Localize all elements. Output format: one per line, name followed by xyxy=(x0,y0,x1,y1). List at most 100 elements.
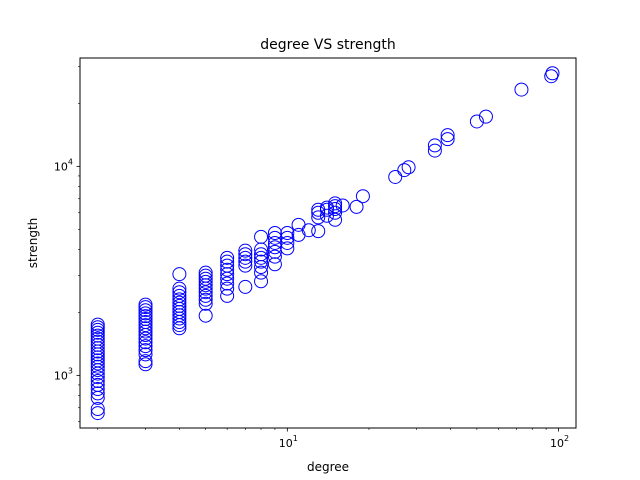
data-point xyxy=(138,354,153,369)
data-point xyxy=(138,303,153,318)
data-point xyxy=(254,229,269,244)
data-point xyxy=(172,281,187,296)
data-point xyxy=(238,254,253,269)
data-point xyxy=(172,285,187,300)
data-point xyxy=(90,325,105,340)
data-point xyxy=(267,230,282,245)
data-point xyxy=(355,189,370,204)
data-point xyxy=(138,357,153,372)
data-point xyxy=(301,223,316,238)
data-point xyxy=(427,138,442,153)
data-point xyxy=(267,257,282,272)
data-point xyxy=(427,143,442,158)
data-point xyxy=(138,309,153,324)
data-point xyxy=(238,247,253,262)
data-point xyxy=(198,288,213,303)
data-point xyxy=(138,343,153,358)
data-point xyxy=(90,377,105,392)
data-point xyxy=(90,350,105,365)
data-point xyxy=(311,224,326,239)
data-point xyxy=(238,243,253,258)
data-point xyxy=(138,297,153,312)
y-tick-label: 104 xyxy=(54,157,73,173)
data-point xyxy=(254,274,269,289)
data-point xyxy=(90,356,105,371)
data-point xyxy=(545,66,560,81)
ticks-layer: 101 102 103 104 xyxy=(54,66,569,450)
data-point xyxy=(335,198,350,213)
data-point xyxy=(220,281,235,296)
data-point xyxy=(328,205,343,220)
data-point xyxy=(172,292,187,307)
data-point xyxy=(254,254,269,269)
data-point xyxy=(90,370,105,385)
data-point xyxy=(90,353,105,368)
chart-title: degree VS strength xyxy=(260,37,395,53)
data-point xyxy=(90,320,105,335)
data-point xyxy=(172,295,187,310)
data-point xyxy=(90,331,105,346)
data-point xyxy=(291,217,306,232)
data-point xyxy=(172,267,187,282)
data-point xyxy=(90,317,105,332)
data-point xyxy=(198,308,213,323)
data-point xyxy=(172,288,187,303)
data-point xyxy=(172,298,187,313)
y-axis-label: strength xyxy=(26,218,40,269)
data-point xyxy=(328,199,343,214)
data-point xyxy=(220,254,235,269)
data-point xyxy=(311,205,326,220)
data-point xyxy=(138,318,153,333)
data-point xyxy=(280,225,295,240)
x-tick-label: 101 xyxy=(279,434,298,450)
points-layer xyxy=(90,66,560,421)
data-point xyxy=(349,199,364,214)
data-point xyxy=(280,241,295,256)
data-point xyxy=(267,235,282,250)
data-point xyxy=(328,202,343,217)
data-point xyxy=(311,210,326,225)
data-point xyxy=(138,339,153,354)
data-point xyxy=(198,271,213,286)
data-point xyxy=(328,212,343,227)
data-point xyxy=(440,128,455,143)
data-point xyxy=(220,276,235,291)
data-point xyxy=(328,196,343,211)
data-point xyxy=(90,406,105,421)
data-point xyxy=(220,288,235,303)
data-point xyxy=(220,267,235,282)
x-tick-label: 102 xyxy=(550,434,569,450)
data-point xyxy=(267,249,282,264)
data-point xyxy=(138,306,153,321)
data-point xyxy=(90,359,105,374)
data-point xyxy=(90,373,105,388)
data-point xyxy=(478,109,493,124)
data-point xyxy=(238,258,253,273)
data-point xyxy=(198,274,213,289)
data-point xyxy=(254,265,269,280)
data-point xyxy=(198,268,213,283)
data-point xyxy=(198,292,213,307)
data-point xyxy=(238,250,253,265)
data-point xyxy=(238,279,253,294)
y-tick-label: 103 xyxy=(54,366,73,382)
data-point xyxy=(220,262,235,277)
data-point xyxy=(220,250,235,265)
data-point xyxy=(90,382,105,397)
data-point xyxy=(280,235,295,250)
data-point xyxy=(138,335,153,350)
data-point xyxy=(198,265,213,280)
data-point xyxy=(397,163,412,178)
data-point xyxy=(267,225,282,240)
data-point xyxy=(469,114,484,129)
data-point xyxy=(90,386,105,401)
x-axis-label: degree xyxy=(307,460,349,474)
data-point xyxy=(514,82,529,97)
data-point xyxy=(388,169,403,184)
data-point xyxy=(90,322,105,337)
data-point xyxy=(138,321,153,336)
data-point xyxy=(319,200,334,215)
data-point xyxy=(138,347,153,362)
data-point xyxy=(90,328,105,343)
